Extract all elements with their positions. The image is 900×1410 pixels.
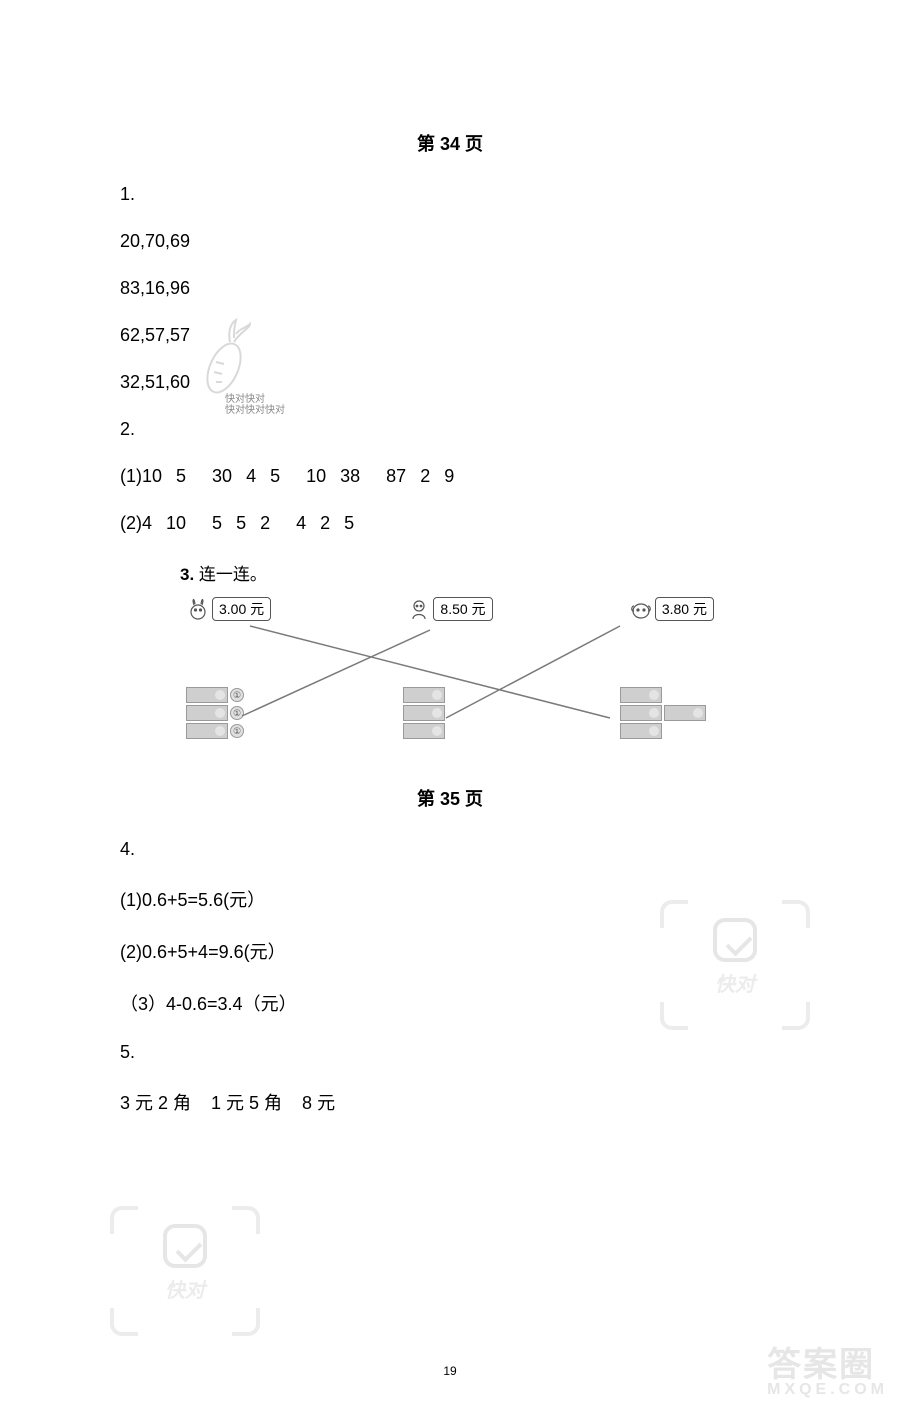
section3-title: 3. 连一连。	[180, 560, 720, 585]
section3-text: 连一连。	[194, 565, 267, 584]
s2-r1-v4: 5	[270, 466, 280, 486]
banknote-icon	[664, 705, 706, 721]
banknote-icon	[186, 705, 228, 721]
section2-label: 2.	[120, 419, 780, 440]
s2-r1-v2: 30	[212, 466, 232, 486]
s2-r2-v0: 4	[142, 513, 152, 533]
s2-row1: (1)105304510388729	[120, 466, 780, 487]
carrot-icon	[200, 318, 260, 398]
check-icon	[713, 918, 757, 962]
s2-row2: (2)410552425	[120, 513, 780, 534]
banknote-icon	[403, 687, 445, 703]
page-title-35: 第 35 页	[120, 785, 780, 811]
s2-r2-v1: 10	[166, 513, 186, 533]
s2-r1-v3: 4	[246, 466, 256, 486]
s2-r2-v3: 5	[236, 513, 246, 533]
s2-r2-v2: 5	[212, 513, 222, 533]
section4-label: 4.	[120, 839, 780, 860]
banknote-icon	[186, 723, 228, 739]
s2-r1-v6: 38	[340, 466, 360, 486]
s2-r1-v7: 87	[386, 466, 406, 486]
section3: 3. 连一连。 3.00 元 8.50 元 3.80 元 ① ① ①	[180, 560, 720, 755]
banknote-icon	[620, 687, 662, 703]
watermark-text-small: 快对快对 快对快对快对	[225, 394, 285, 416]
s2-r2-v4: 2	[260, 513, 270, 533]
section3-num: 3.	[180, 565, 194, 584]
answer-site-big: 答案圈	[767, 1346, 875, 1384]
s2-r2-v7: 5	[344, 513, 354, 533]
connection-lines	[180, 596, 720, 776]
answer-site-small: MXQE.COM	[767, 1382, 888, 1398]
line-3	[446, 626, 620, 718]
kuaidui-watermark-right: 快对	[660, 900, 810, 1030]
banknote-icon	[620, 723, 662, 739]
answer-site-watermark: 答案圈 MXQE.COM	[767, 1348, 888, 1398]
s2-r2-prefix: (2)	[120, 513, 142, 533]
wm-label: 快对	[660, 968, 810, 997]
banknote-icon	[620, 705, 662, 721]
s1-row-0: 20,70,69	[120, 231, 780, 252]
s2-r1-v1: 5	[176, 466, 186, 486]
line-2	[242, 630, 430, 716]
s2-r1-v9: 9	[444, 466, 454, 486]
banknote-icon	[186, 687, 228, 703]
section5-label: 5.	[120, 1042, 780, 1063]
section1-label: 1.	[120, 184, 780, 205]
s2-r1-v5: 10	[306, 466, 326, 486]
s2-r2-v6: 2	[320, 513, 330, 533]
wm-text-l2: 快对快对快对	[225, 405, 285, 416]
s5-row: 3 元 2 角 1 元 5 角 8 元	[120, 1089, 780, 1115]
page-title-34: 第 34 页	[120, 130, 780, 156]
kuaidui-watermark-left: 快对	[110, 1206, 260, 1336]
s2-r2-v5: 4	[296, 513, 306, 533]
page-number: 19	[0, 1364, 900, 1378]
wm-text-l1: 快对快对	[225, 394, 265, 405]
s2-r1-prefix: (1)	[120, 466, 142, 486]
s2-r1-v8: 2	[420, 466, 430, 486]
banknote-icon	[403, 705, 445, 721]
s2-r1-v0: 10	[142, 466, 162, 486]
s1-row-1: 83,16,96	[120, 278, 780, 299]
wm-label-2: 快对	[110, 1274, 260, 1303]
banknote-icon	[403, 723, 445, 739]
check-icon	[163, 1224, 207, 1268]
